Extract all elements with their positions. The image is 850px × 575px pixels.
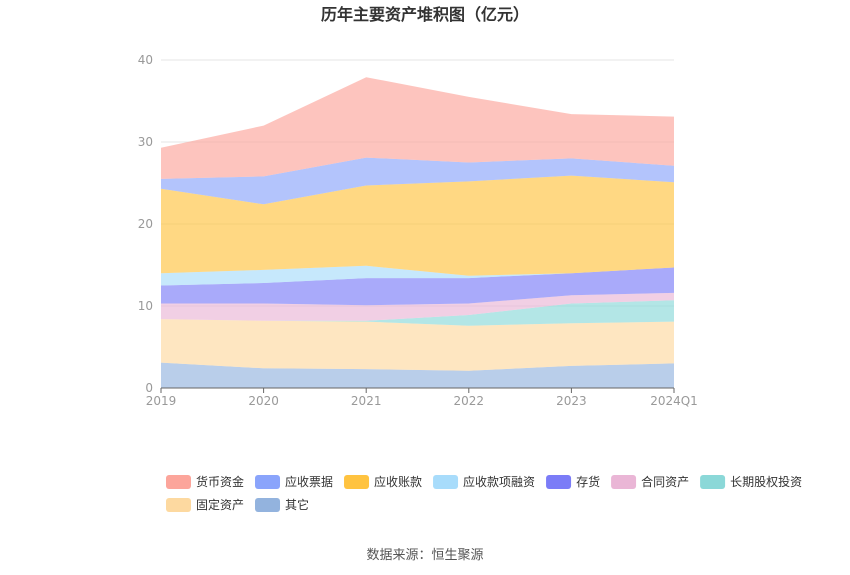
- legend-swatch: [611, 475, 637, 489]
- legend-swatch: [166, 475, 191, 489]
- legend-label: 其它: [285, 497, 309, 512]
- legend-swatch: [700, 475, 726, 489]
- legend-label: 应收款项融资: [463, 474, 535, 489]
- legend-swatch: [546, 475, 572, 489]
- axes: 0 10 20 30 40 2019 2020 2021 2022 2023 2024Q1: [138, 53, 698, 408]
- legend-swatch: [433, 475, 459, 489]
- area-4: [161, 267, 674, 306]
- legend-swatch: [255, 475, 281, 489]
- legend-label: 合同资产: [641, 474, 689, 489]
- legend-label: 应收账款: [374, 474, 422, 489]
- y-tick-label: 20: [138, 217, 153, 231]
- data-source: 数据来源：恒生聚源: [366, 548, 483, 563]
- area-0: [161, 362, 674, 388]
- legend-label: 长期股权投资: [730, 474, 802, 489]
- x-tick-label: 2020: [248, 394, 279, 408]
- area-2: [161, 300, 674, 326]
- legend-swatch: [344, 475, 370, 489]
- y-tick-label: 30: [138, 135, 153, 149]
- area-8: [161, 77, 674, 179]
- legend-swatch: [255, 498, 281, 512]
- x-tick-label: 2024Q1: [650, 394, 698, 408]
- legend-label: 应收票据: [285, 474, 333, 489]
- legend-swatch: [166, 498, 191, 512]
- area-6: [161, 175, 674, 276]
- x-tick-label: 2021: [351, 394, 382, 408]
- area-series: [161, 77, 674, 388]
- area-7: [161, 157, 674, 205]
- chart-title: 历年主要资产堆积图（亿元）: [321, 5, 529, 24]
- y-tick-label: 10: [138, 299, 153, 313]
- x-tick-label: 2022: [454, 394, 485, 408]
- area-1: [161, 319, 674, 371]
- legend-label: 存货: [576, 474, 600, 489]
- area-3: [161, 292, 674, 321]
- x-tick-label: 2019: [146, 394, 177, 408]
- y-tick-label: 40: [138, 53, 153, 67]
- legend-label: 货币资金: [196, 474, 244, 489]
- legend-label: 固定资产: [196, 497, 244, 512]
- x-tick-label: 2023: [556, 394, 587, 408]
- area-5: [161, 265, 674, 286]
- y-tick-label: 0: [145, 381, 153, 395]
